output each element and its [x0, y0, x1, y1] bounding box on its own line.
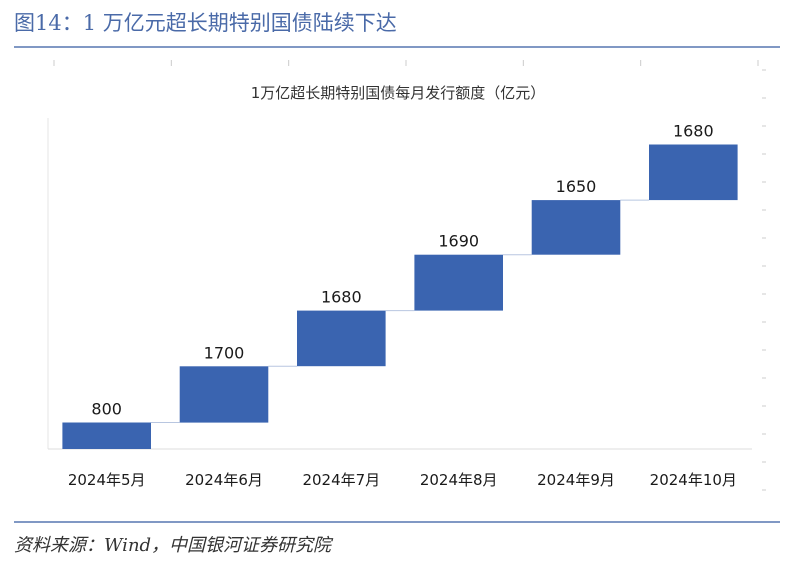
bars — [62, 144, 738, 449]
bar-6 — [649, 144, 738, 201]
data-label-6: 1680 — [673, 122, 714, 141]
bar-1 — [62, 422, 151, 449]
data-label-1: 800 — [91, 400, 122, 419]
x-tick-label-3: 2024年7月 — [302, 471, 380, 489]
top-divider — [14, 46, 780, 48]
bar-2 — [179, 366, 269, 423]
bar-4 — [414, 254, 503, 311]
figure-title: 图14：1 万亿元超长期特别国债陆续下达 — [14, 6, 397, 40]
chart-title: 1万亿超长期特别国债每月发行额度（亿元） — [251, 84, 546, 102]
x-tick-label-4: 2024年8月 — [420, 471, 498, 489]
source-note: 资料来源：Wind，中国银河证券研究院 — [14, 535, 332, 556]
x-tick-label-5: 2024年9月 — [537, 471, 615, 489]
x-tick-label-1: 2024年5月 — [68, 471, 146, 489]
bottom-divider — [14, 521, 780, 523]
right-tick-marks — [762, 69, 766, 491]
x-tick-label-6: 2024年10月 — [650, 471, 737, 489]
figure-title-prefix: 图14：1 万亿元超长期特别国债 — [14, 11, 313, 35]
figure-title-emphasis: 陆续下达 — [312, 11, 397, 35]
data-label-3: 1680 — [321, 288, 362, 307]
data-labels: 800 1700 1680 1690 1650 1680 — [91, 122, 713, 419]
bar-3 — [297, 310, 386, 367]
data-label-4: 1690 — [438, 232, 479, 251]
data-label-2: 1700 — [204, 343, 245, 362]
connector-lines — [151, 199, 649, 423]
top-tick-marks — [53, 60, 759, 66]
data-label-5: 1650 — [556, 177, 597, 196]
chart-area — [30, 58, 767, 511]
bar-5 — [531, 200, 621, 255]
x-tick-label-2: 2024年6月 — [185, 471, 263, 489]
x-tick-labels: 2024年5月 2024年6月 2024年7月 2024年8月 2024年9月 2024年… — [68, 471, 737, 489]
